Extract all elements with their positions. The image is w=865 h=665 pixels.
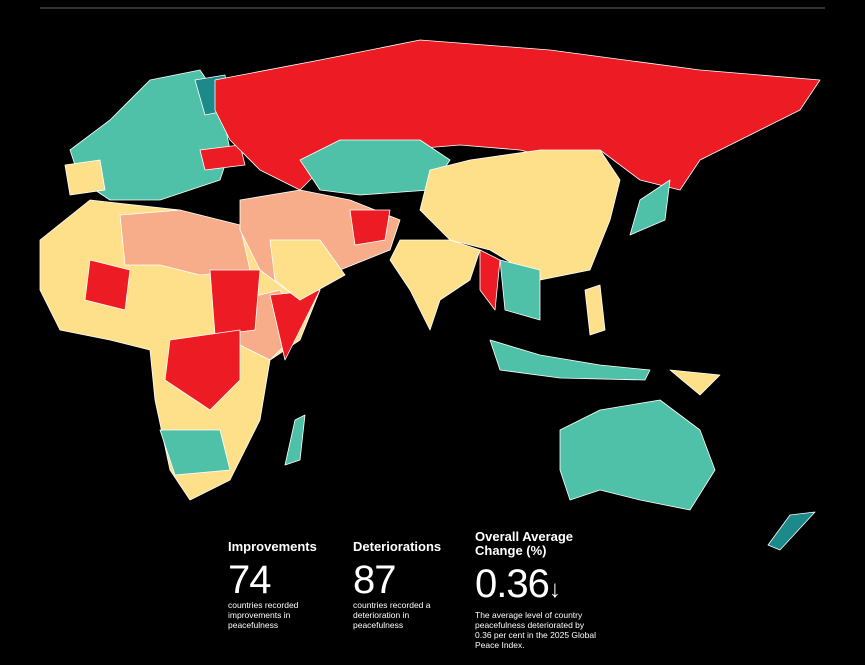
region-iberia bbox=[64, 159, 106, 196]
stat-improvements: Improvements 74 countries recorded impro… bbox=[228, 539, 338, 631]
region-arabia bbox=[269, 239, 346, 301]
region-indonesia bbox=[489, 339, 651, 381]
region-north-africa bbox=[119, 209, 251, 276]
stat-value-row: 0.36↓ bbox=[475, 564, 605, 610]
stat-arrow: ↓ bbox=[548, 576, 561, 603]
region-drc bbox=[164, 329, 241, 411]
region-southern-africa bbox=[159, 429, 231, 476]
stat-value: 74 bbox=[228, 558, 272, 602]
region-madagascar bbox=[284, 414, 306, 466]
stat-description: countries recorded a deterioration in pe… bbox=[353, 600, 431, 630]
region-japan bbox=[629, 179, 671, 236]
region-philippines bbox=[584, 284, 606, 336]
stat-description: The average level of country peacefulnes… bbox=[475, 610, 596, 650]
stat-label: Improvements bbox=[228, 539, 317, 554]
stat-deteriorations: Deteriorations 87 countries recorded a d… bbox=[353, 539, 463, 631]
region-indochina bbox=[499, 259, 541, 321]
region-png bbox=[669, 369, 721, 396]
stat-value: 87 bbox=[353, 558, 397, 602]
stat-overall-change: Overall Average Change (%) 0.36↓ The ave… bbox=[475, 529, 605, 651]
region-mali bbox=[84, 259, 131, 311]
region-afghanistan bbox=[349, 209, 391, 246]
region-myanmar bbox=[479, 249, 501, 311]
stat-description: countries recorded improvements in peace… bbox=[228, 600, 299, 630]
stat-label: Deteriorations bbox=[353, 539, 442, 554]
stat-label: Overall Average Change (%) bbox=[475, 529, 574, 558]
region-india bbox=[389, 239, 481, 331]
region-china bbox=[419, 149, 621, 281]
region-russia bbox=[214, 39, 821, 191]
region-australia bbox=[559, 399, 716, 511]
region-new-zealand bbox=[767, 511, 816, 551]
region-ukraine bbox=[199, 144, 246, 171]
region-sudan bbox=[209, 269, 261, 336]
stat-value: 0.36 bbox=[475, 562, 550, 606]
